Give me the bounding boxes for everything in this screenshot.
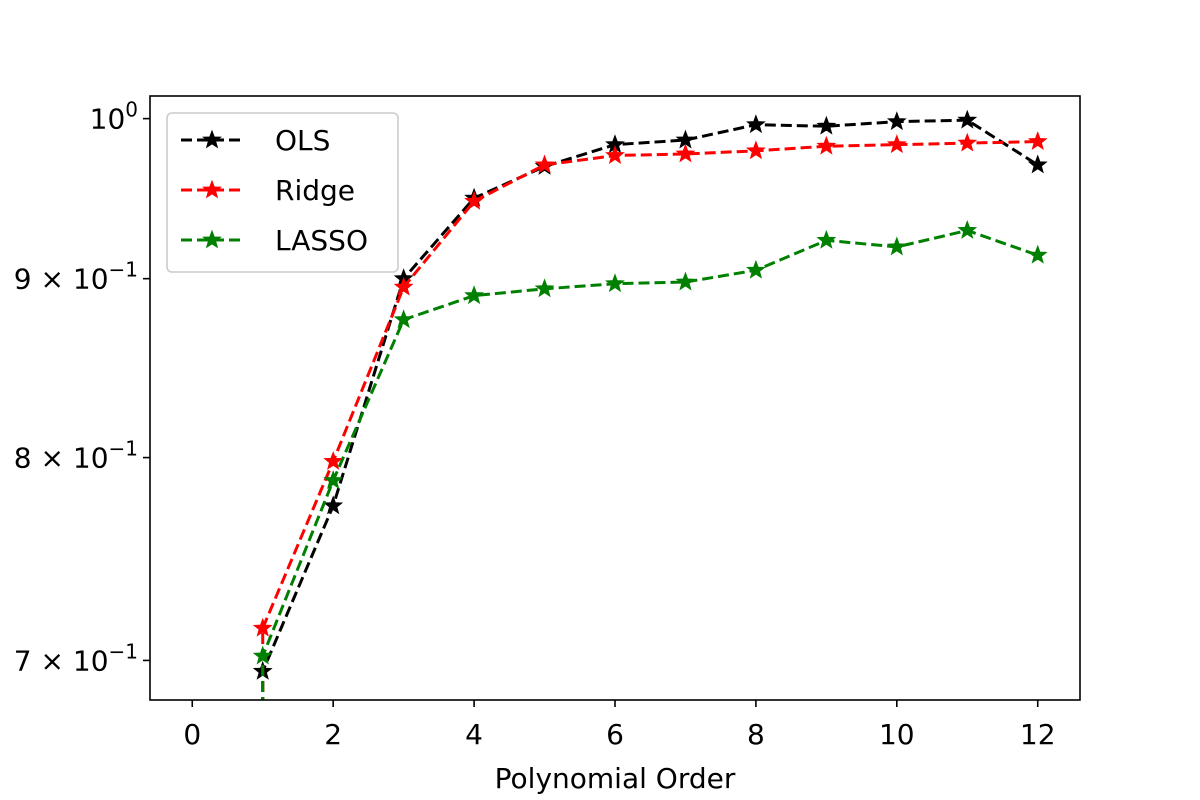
data-point-ridge (534, 154, 555, 174)
data-point-ridge (323, 450, 344, 470)
x-axis-label: Polynomial Order (495, 762, 736, 795)
data-point-ridge (393, 276, 414, 296)
data-point-lasso (252, 645, 273, 665)
data-point-ridge (464, 190, 485, 210)
data-point-ridge (816, 135, 837, 155)
x-tick-label: 10 (879, 718, 915, 751)
legend-marker (202, 179, 222, 199)
data-point-lasso (393, 309, 414, 329)
data-point-ols (886, 111, 907, 131)
data-point-ols (323, 495, 344, 515)
data-point-ols (745, 114, 766, 134)
data-point-ols (816, 115, 837, 135)
data-point-lasso (675, 271, 696, 291)
legend-marker (202, 129, 222, 149)
chart-marks (252, 109, 1048, 700)
y-tick-label: 100 (90, 98, 138, 136)
y-tick-label: 9 × 10−1 (14, 258, 138, 296)
data-point-lasso (957, 220, 978, 239)
data-point-lasso (464, 285, 485, 305)
data-point-lasso (605, 273, 625, 293)
data-point-lasso (886, 236, 907, 256)
data-point-lasso (323, 470, 344, 489)
x-tick-label: 8 (747, 718, 765, 751)
legend-label: LASSO (275, 224, 368, 257)
x-tick-label: 2 (324, 718, 342, 751)
x-tick-label: 6 (606, 718, 624, 751)
data-point-lasso (534, 278, 555, 298)
legend-label: OLS (275, 124, 330, 157)
data-point-ridge (957, 132, 978, 152)
legend: OLS Ridge LASSO (166, 112, 399, 273)
plot-area (252, 109, 1048, 700)
y-axis: 100 9 × 10−1 8 × 10−1 7 × 10−1 (14, 98, 150, 677)
series-line-lasso (261, 228, 1039, 700)
legend-box (166, 112, 399, 273)
legend-label: Ridge (275, 174, 355, 207)
x-axis: 0 2 4 6 8 10 12 (183, 700, 1056, 751)
data-point-ridge (1027, 131, 1048, 151)
y-tick-label: 8 × 10−1 (14, 437, 138, 475)
data-point-ols (957, 109, 978, 129)
data-point-lasso (816, 229, 837, 249)
data-point-lasso (745, 259, 766, 279)
x-tick-label: 12 (1020, 718, 1056, 751)
data-point-ridge (675, 143, 696, 163)
data-point-ridge (252, 617, 273, 637)
data-point-ridge (605, 145, 625, 164)
data-point-lasso (1027, 244, 1048, 264)
legend-marker (202, 229, 222, 249)
data-point-ridge (745, 140, 766, 160)
y-tick-label: 7 × 10−1 (14, 639, 138, 677)
x-tick-label: 0 (183, 718, 201, 751)
data-point-ridge (886, 134, 907, 154)
data-point-ols (1027, 154, 1048, 174)
x-tick-label: 4 (465, 718, 483, 751)
